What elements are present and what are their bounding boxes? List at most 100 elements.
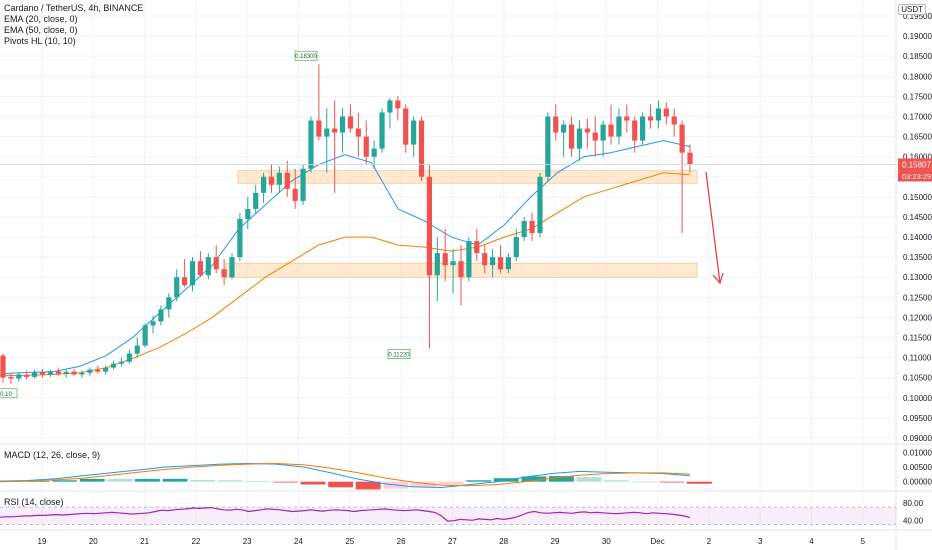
candle — [31, 369, 38, 379]
macd-histogram-bar — [521, 476, 547, 482]
legend-ema50[interactable]: EMA (50, close, 0) — [4, 25, 78, 35]
supply-zone — [237, 170, 698, 184]
candle — [276, 166, 282, 193]
candle — [79, 370, 85, 378]
candle-body — [260, 176, 267, 193]
candle-body — [79, 372, 85, 375]
time-tick-label: 28 — [499, 537, 508, 546]
price-tick-label: 0.16500 — [903, 133, 932, 142]
candle-body — [253, 192, 259, 209]
candle — [308, 116, 314, 173]
candle-body — [489, 257, 496, 266]
candle — [284, 160, 290, 197]
candle — [426, 164, 433, 349]
legend-ema20[interactable]: EMA (20, close, 0) — [4, 14, 78, 24]
candle-body — [513, 237, 519, 258]
candle-body — [16, 374, 22, 379]
macd-tick-label: 0.00000 — [903, 478, 932, 487]
macd-histogram-bar — [79, 478, 105, 482]
candle-body — [529, 220, 535, 234]
candle-body — [553, 116, 559, 133]
candle — [442, 229, 448, 282]
candle — [95, 365, 101, 374]
candle-body — [395, 100, 401, 109]
candle-body — [379, 112, 385, 149]
macd-tick-label: 0.01000 — [903, 448, 932, 457]
candle-body — [39, 372, 46, 375]
candle — [103, 365, 109, 375]
price-tick-label: 0.14000 — [903, 233, 932, 242]
candle — [647, 104, 654, 129]
candle-body — [545, 116, 551, 177]
candle-body — [63, 371, 69, 374]
candle — [316, 64, 322, 141]
time-tick-label: 21 — [140, 537, 149, 546]
time-tick-label: 29 — [551, 537, 560, 546]
price-tick-label: 0.15000 — [903, 193, 932, 202]
candle-body — [166, 297, 172, 310]
candle-body — [8, 376, 14, 379]
candle — [403, 104, 409, 153]
macd-histogram-bar — [162, 478, 188, 482]
macd-histogram-bar — [217, 480, 243, 482]
candle-body — [324, 128, 330, 137]
candle — [640, 112, 646, 145]
price-tick-label: 0.12000 — [903, 313, 932, 322]
candle — [197, 251, 204, 278]
candle — [0, 353, 6, 383]
macd-histogram-bar — [190, 479, 216, 482]
macd-label[interactable]: MACD (12, 26, close, 9) — [4, 450, 101, 460]
candle — [174, 269, 180, 302]
rsi-label[interactable]: RSI (14, close) — [4, 497, 64, 507]
candle-body — [663, 108, 669, 117]
candle — [237, 212, 243, 262]
candle-body — [647, 116, 654, 121]
candle — [134, 337, 140, 358]
axes[interactable]: 0.19500 0.19000 0.18500 0.18000 0.17500 0.170… — [38, 12, 932, 546]
time-tick-label: Dec — [650, 537, 664, 546]
chart-title[interactable]: Cardano / TetherUS, 4h, BINANCE — [4, 3, 144, 13]
macd-histogram-bar — [107, 478, 133, 482]
candle — [592, 116, 598, 157]
candle — [47, 369, 53, 377]
candle-body — [466, 241, 472, 278]
price-tick-label: 0.19000 — [903, 32, 932, 41]
candle — [624, 104, 630, 133]
legend-pivots[interactable]: Pivots HL (10, 10) — [4, 36, 76, 46]
candle-body — [221, 269, 227, 278]
candle-body — [134, 345, 140, 354]
candle-body — [505, 257, 511, 270]
candle-body — [632, 120, 638, 141]
candle — [253, 184, 259, 213]
macd-histogram-bar — [355, 481, 381, 490]
macd-signal-line — [0, 462, 691, 487]
price-tick-label: 0.10500 — [903, 374, 932, 383]
price-tick-label: 0.12500 — [903, 293, 932, 302]
candle-body — [339, 116, 346, 133]
candle-body — [403, 108, 409, 145]
candle — [537, 172, 543, 238]
candle — [608, 104, 614, 145]
price-tick-label: 0.17000 — [903, 113, 932, 122]
countdown-badge — [898, 170, 932, 182]
price-tick-label: 0.18000 — [903, 72, 932, 81]
macd-histogram-bar — [687, 481, 712, 484]
candle — [450, 249, 456, 294]
candle-body — [31, 372, 38, 377]
ema20-line — [0, 140, 691, 375]
candle-body — [679, 124, 685, 153]
candle — [584, 118, 590, 149]
macd-histogram-bar — [245, 480, 271, 482]
macd-histogram-bar — [135, 478, 160, 482]
macd-histogram-bar — [576, 477, 602, 482]
time-tick-label: 24 — [294, 537, 303, 546]
candle — [513, 229, 519, 262]
candle — [434, 237, 440, 302]
candle — [16, 371, 22, 382]
time-tick-label: 5 — [861, 537, 866, 546]
candles[interactable] — [0, 64, 693, 384]
candle — [55, 367, 61, 376]
candle — [347, 104, 354, 133]
candle — [379, 108, 385, 153]
currency-badge[interactable]: USDT — [898, 4, 926, 15]
